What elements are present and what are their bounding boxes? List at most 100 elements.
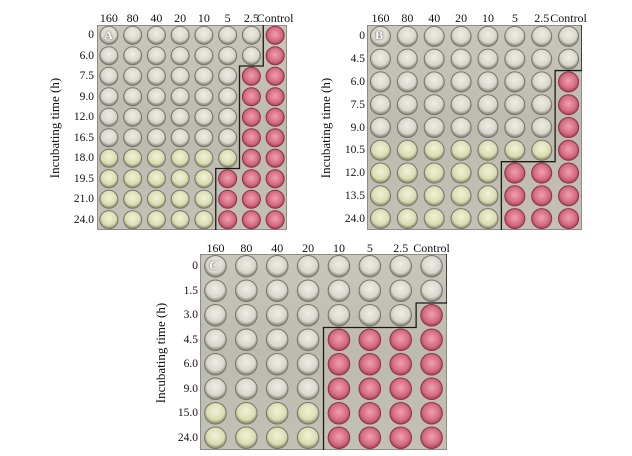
- well-clear: [531, 94, 553, 116]
- well-clear: [389, 279, 412, 303]
- row-label: 6.0: [183, 358, 198, 371]
- well-clear: [194, 87, 214, 107]
- well-clear: [450, 139, 472, 161]
- well-clear: [194, 128, 214, 148]
- panel-c-plate-photo: C: [200, 254, 447, 450]
- column-label: 5: [366, 241, 373, 255]
- column-label: 2.5: [534, 11, 550, 25]
- well-clear: [146, 148, 166, 168]
- well-red: [389, 401, 412, 425]
- well-clear: [241, 25, 261, 45]
- well-red: [558, 162, 580, 184]
- well-clear: [477, 185, 499, 207]
- well-clear: [531, 25, 553, 47]
- well-clear: [99, 66, 119, 86]
- well-clear: [477, 25, 499, 47]
- well-red: [218, 210, 238, 230]
- well-clear: [358, 254, 382, 278]
- panel-c-row-labels: 0 1.5 3.0 4.5 6.0 9.0 15.0 24.0: [163, 254, 198, 450]
- row-label: 10.5: [344, 144, 365, 157]
- well-clear: [504, 139, 526, 161]
- well-red: [531, 185, 553, 207]
- growth-boundary-line: [215, 25, 264, 230]
- well-red: [241, 189, 261, 209]
- well-clear: [204, 401, 227, 425]
- well-clear: [146, 107, 166, 127]
- well-clear: [146, 87, 166, 107]
- panel-a-plate-photo: A: [97, 25, 287, 230]
- well-clear: [531, 139, 553, 161]
- well-clear: [170, 87, 190, 107]
- well-clear: [123, 210, 143, 230]
- well-clear: [369, 48, 391, 70]
- column-label: 2.5: [243, 11, 259, 25]
- well-red: [389, 426, 412, 450]
- well-clear: [423, 71, 445, 93]
- well-clear: [369, 94, 391, 116]
- well-clear: [420, 279, 443, 303]
- well-clear: [423, 208, 445, 230]
- well-clear: [477, 116, 499, 139]
- well-clear: [218, 25, 238, 45]
- well-clear: [296, 254, 320, 278]
- well-clear: [235, 426, 258, 450]
- well-clear: [99, 46, 119, 66]
- well-clear: [99, 189, 119, 209]
- panel-a-row-labels: 0 6.0 7.5 9.0 12.0 16.5 18.0 19.5 21.0 24.0: [60, 25, 94, 230]
- well-red: [241, 107, 261, 127]
- well-clear: [396, 94, 418, 116]
- well-plate: [99, 25, 285, 230]
- well-clear: [296, 352, 320, 376]
- well-red: [241, 87, 261, 107]
- well-clear: [369, 208, 391, 230]
- well-clear: [170, 169, 190, 189]
- well-red: [265, 46, 285, 66]
- well-red: [531, 208, 553, 230]
- column-label: 5: [511, 11, 518, 25]
- column-label: 40: [150, 11, 163, 25]
- column-label: 160: [206, 241, 225, 255]
- row-label: 7.5: [79, 70, 94, 83]
- well-clear: [450, 208, 472, 230]
- panel-b-row-labels: 0 4.5 6.0 7.5 9.0 10.5 12.0 13.5 24.0: [330, 25, 365, 230]
- well-clear: [450, 48, 472, 70]
- column-label: 5: [224, 11, 231, 25]
- well-clear: [99, 148, 119, 168]
- well-clear: [170, 210, 190, 230]
- well-clear: [504, 48, 526, 70]
- panel-c-column-labels: 160 80 40 20 10 5 2.5 Control: [200, 241, 449, 255]
- row-label: 12.0: [344, 167, 365, 180]
- well-clear: [194, 210, 214, 230]
- well-clear: [235, 254, 258, 278]
- well-clear: [99, 169, 119, 189]
- well-clear: [369, 116, 391, 139]
- row-label: 7.5: [350, 98, 365, 111]
- well-clear: [146, 66, 166, 86]
- column-label: 160: [371, 11, 390, 25]
- row-label: 19.5: [73, 172, 94, 185]
- well-red: [358, 401, 382, 425]
- well-red: [389, 377, 412, 401]
- well-clear: [123, 107, 143, 127]
- column-label: 20: [455, 11, 468, 25]
- column-label: 20: [302, 241, 315, 255]
- well-red: [558, 139, 580, 161]
- column-label: 10: [481, 11, 494, 25]
- well-clear: [477, 94, 499, 116]
- well-clear: [146, 169, 166, 189]
- column-label: 10: [332, 241, 345, 255]
- well-clear: [296, 303, 320, 327]
- well-clear: [477, 208, 499, 230]
- well-clear: [396, 208, 418, 230]
- column-label: Control: [550, 11, 587, 25]
- well-red: [327, 328, 351, 352]
- well-red: [265, 210, 285, 230]
- panel-letter: A: [104, 28, 113, 43]
- well-clear: [450, 116, 472, 139]
- well-red: [265, 169, 285, 189]
- well-clear: [235, 377, 258, 401]
- well-red: [504, 185, 526, 207]
- row-label: 0: [192, 260, 198, 273]
- well-clear: [194, 189, 214, 209]
- well-red: [218, 169, 238, 189]
